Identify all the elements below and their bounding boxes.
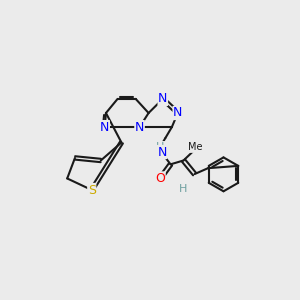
Text: O: O [155, 172, 165, 185]
Text: N: N [173, 106, 182, 119]
Text: N: N [100, 121, 110, 134]
Text: H: H [179, 184, 188, 194]
Text: N: N [135, 121, 144, 134]
Text: H: H [156, 142, 165, 152]
Text: N: N [157, 146, 167, 158]
Text: Me: Me [188, 142, 203, 152]
Text: S: S [88, 184, 96, 196]
Text: N: N [158, 92, 167, 105]
